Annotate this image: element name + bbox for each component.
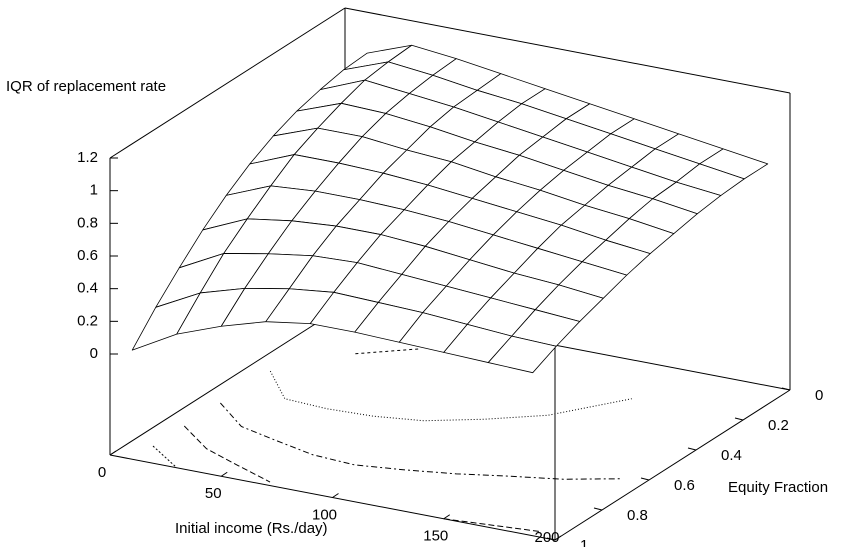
contour-line	[443, 518, 540, 532]
x-tick	[554, 535, 562, 541]
y-tick-label: 1	[580, 537, 588, 547]
y-tick	[687, 447, 697, 451]
box-edge	[109, 7, 346, 159]
y-tick	[781, 387, 791, 391]
x-tick-label: 50	[205, 485, 222, 502]
z-tick-label: 0.6	[77, 247, 98, 264]
x-tick	[109, 450, 117, 456]
y-tick-label: 0.4	[721, 447, 742, 464]
y-tick-label: 0.6	[674, 477, 695, 494]
z-tick-label: 0.4	[77, 280, 98, 297]
box-edge	[554, 389, 791, 541]
y-tick	[593, 507, 603, 511]
y-tick	[640, 477, 650, 481]
x-tick-label: 200	[534, 529, 559, 546]
contour-line	[220, 402, 623, 480]
y-tick	[734, 417, 744, 421]
x-axis-label: Initial income (Rs./day)	[175, 520, 328, 537]
contour-line	[269, 370, 632, 422]
z-axis-label: IQR of replacement rate	[6, 78, 166, 95]
x-tick-label: 100	[312, 506, 337, 523]
z-tick-label: 0	[90, 345, 98, 362]
x-tick-label: 150	[423, 528, 448, 545]
y-tick	[546, 537, 556, 541]
y-tick-label: 0	[815, 387, 823, 404]
x-tick	[332, 493, 339, 498]
z-tick-label: 0.2	[77, 312, 98, 329]
box-edge	[344, 7, 791, 94]
surface-cell	[487, 335, 557, 374]
z-tick-label: 1.2	[77, 149, 98, 166]
contour-line	[152, 445, 178, 469]
y-axis-label: Equity Fraction	[728, 479, 828, 496]
z-tick-label: 0.8	[77, 214, 98, 231]
contour-line	[355, 348, 422, 355]
x-tick	[220, 471, 228, 477]
contour-line	[183, 425, 271, 483]
y-tick-label: 0.2	[768, 417, 789, 434]
z-tick-label: 1	[90, 182, 98, 199]
x-tick-label: 0	[98, 464, 106, 481]
y-tick-label: 0.8	[627, 507, 648, 524]
x-tick	[443, 514, 451, 520]
box-edge	[109, 304, 346, 456]
